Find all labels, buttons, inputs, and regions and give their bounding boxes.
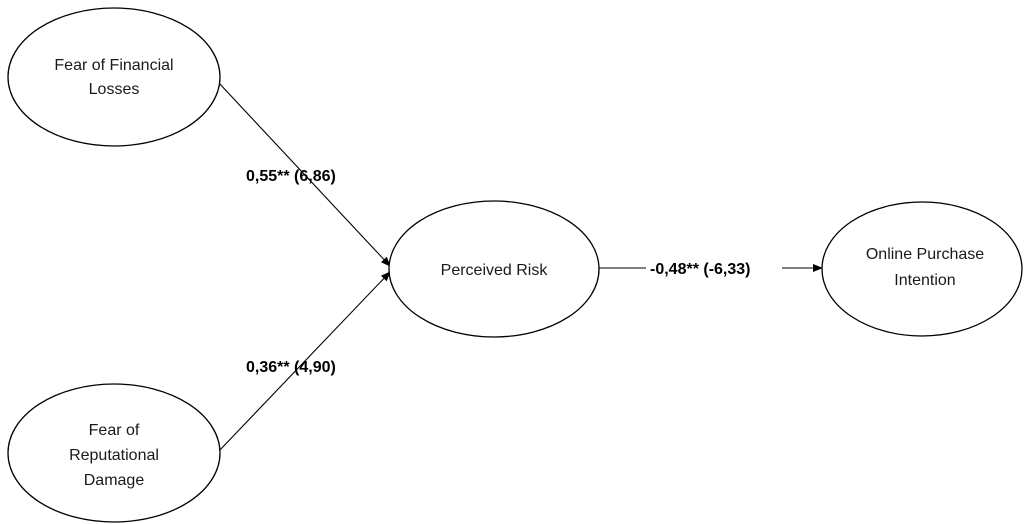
node-label-line: Fear of Financial <box>54 57 173 74</box>
node-label-line: Fear of <box>89 422 140 439</box>
edge-label-backing <box>646 256 782 280</box>
edge-label-financial-to-risk: 0,55** (6,86) <box>246 168 336 185</box>
node-fear-of-reputational-damage: Fear of Reputational Damage <box>7 383 221 523</box>
node-perceived-risk: Perceived Risk <box>388 200 600 338</box>
edge-reputational-to-risk <box>217 271 391 453</box>
edge-label-reputational-to-risk: 0,36** (4,90) <box>246 359 336 376</box>
node-label-line: Online Purchase <box>866 246 984 263</box>
node-label-line: Perceived Risk <box>441 262 549 279</box>
node-label-line: Intention <box>894 272 955 289</box>
node-label-line: Damage <box>84 472 145 489</box>
edge-financial-to-risk <box>217 81 391 267</box>
node-label-line: Reputational <box>69 447 159 464</box>
node-label-line: Losses <box>89 81 140 98</box>
edge-label-risk-to-intention: -0,48** (-6,33) <box>650 261 751 278</box>
node-fear-of-financial-losses: Fear of Financial Losses <box>7 7 221 147</box>
node-online-purchase-intention: Online Purchase Intention <box>821 201 1023 337</box>
